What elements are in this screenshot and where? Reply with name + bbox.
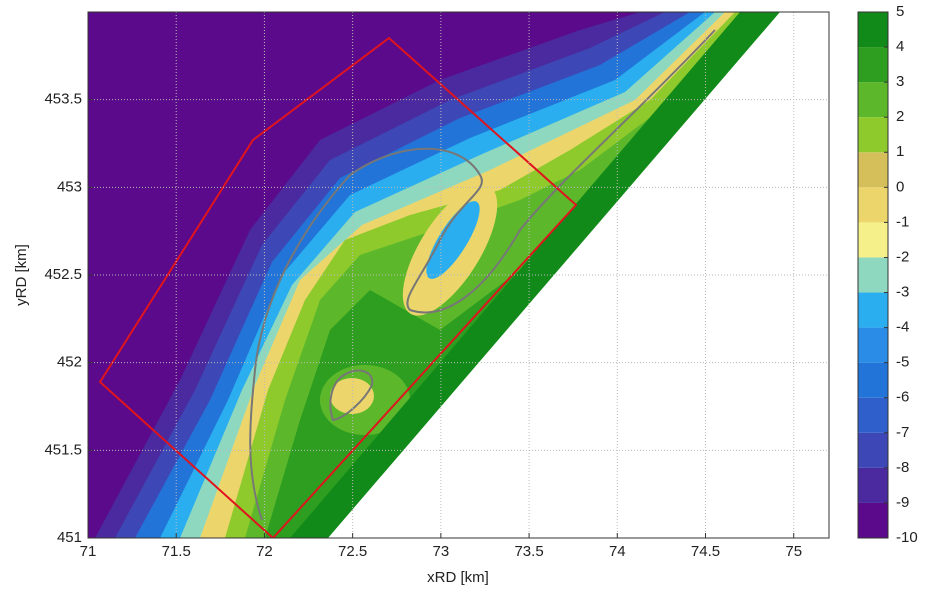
y-tick-label: 453.5: [44, 91, 82, 108]
colorbar-band: [858, 187, 888, 222]
colorbar-band: [858, 468, 888, 503]
colorbar-label: 0: [896, 178, 904, 195]
colorbar-band: [858, 293, 888, 328]
x-axis-label: xRD [km]: [427, 569, 489, 586]
colorbar-band: [858, 12, 888, 47]
colorbar-label: -6: [896, 389, 909, 406]
colorbar-label: 4: [896, 38, 904, 55]
y-tick-label: 452: [57, 354, 82, 371]
chart: xRD [km] yRD [km] 71 71.5 72 72.5 73 73.5 74 74…: [0, 0, 927, 591]
x-tick-label: 75: [785, 543, 802, 560]
colorbar-band: [858, 363, 888, 398]
colorbar-label: -3: [896, 284, 909, 301]
y-tick-label: 451.5: [44, 441, 82, 458]
colorbar-label: -2: [896, 248, 909, 265]
colorbar-label: -4: [896, 319, 909, 336]
x-tick-label: 72: [256, 543, 273, 560]
colorbar-band: [858, 117, 888, 152]
x-tick-label: 74: [609, 543, 626, 560]
colorbar-label: -1: [896, 213, 909, 230]
x-tick-label: 71: [80, 543, 97, 560]
colorbar-band: [858, 47, 888, 82]
y-axis-label: yRD [km]: [13, 244, 30, 306]
colorbar-band: [858, 257, 888, 292]
x-tick-label: 73: [433, 543, 450, 560]
colorbar-label: 3: [896, 73, 904, 90]
colorbar-label: -9: [896, 494, 909, 511]
colorbar-label: -7: [896, 424, 909, 441]
colorbar-label: -10: [896, 529, 918, 546]
colorbar-band: [858, 82, 888, 117]
colorbar-label: 1: [896, 143, 904, 160]
colorbar-band: [858, 328, 888, 363]
x-tick-label: 74.5: [691, 543, 720, 560]
colorbar-band: [858, 503, 888, 538]
y-tick-label: 451: [57, 529, 82, 546]
x-tick-label: 72.5: [338, 543, 367, 560]
colorbar-band: [858, 222, 888, 257]
colorbar-band: [858, 398, 888, 433]
colorbar-label: -5: [896, 354, 909, 371]
colorbar-band: [858, 152, 888, 187]
y-tick-label: 453: [57, 178, 82, 195]
colorbar-band: [858, 433, 888, 468]
x-tick-label: 73.5: [514, 543, 543, 560]
colorbar-label: 2: [896, 108, 904, 125]
x-tick-label: 71.5: [162, 543, 191, 560]
colorbar-label: -8: [896, 459, 909, 476]
y-tick-label: 452.5: [44, 266, 82, 283]
colorbar-label: 5: [896, 3, 904, 20]
